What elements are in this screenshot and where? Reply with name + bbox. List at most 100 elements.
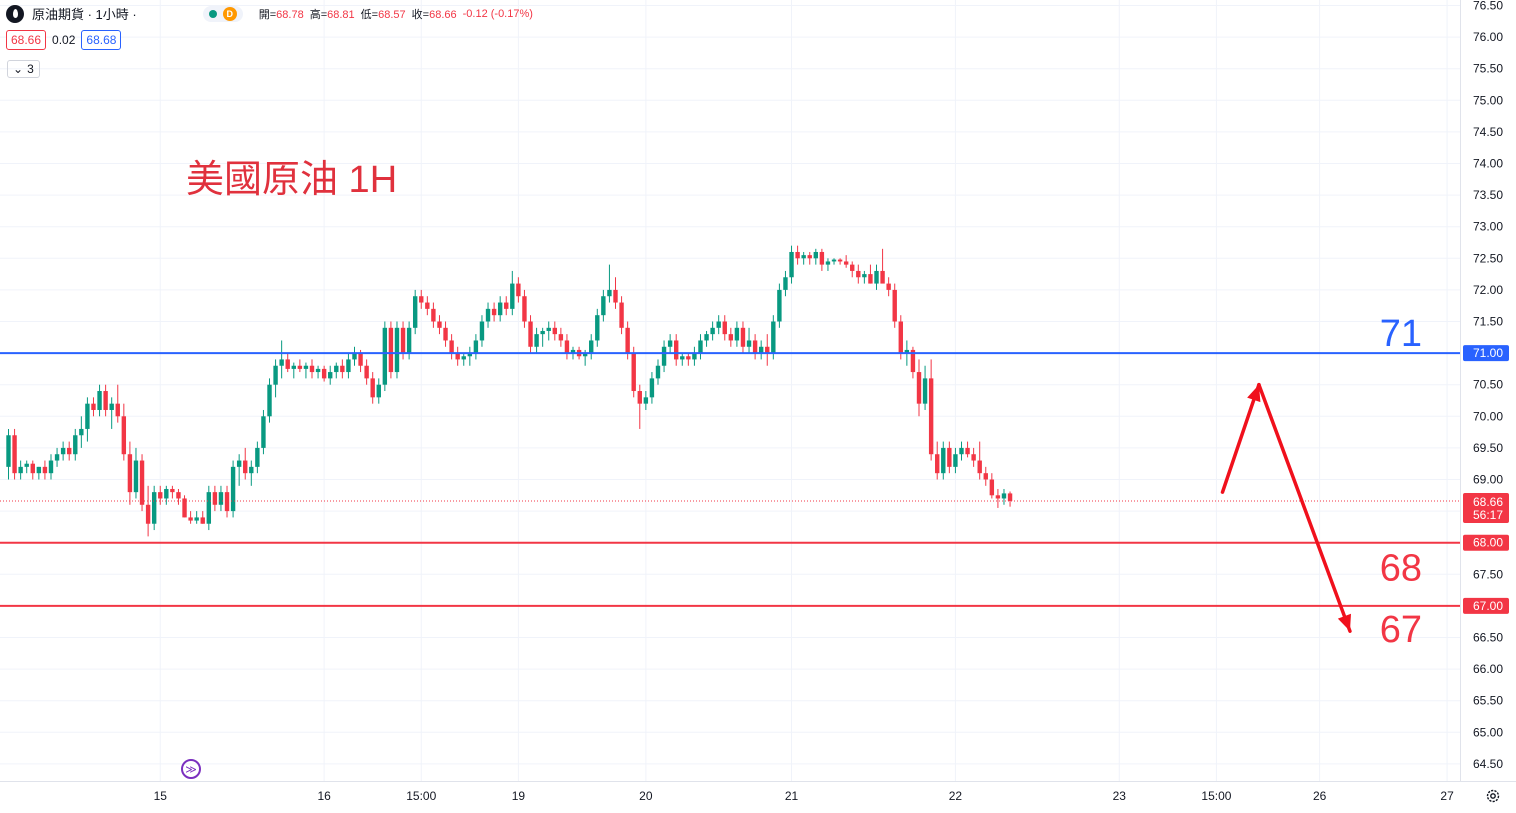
- candle-body: [200, 517, 205, 524]
- candle-body: [941, 447, 946, 474]
- market-status[interactable]: D: [202, 5, 243, 22]
- candle-body: [546, 327, 551, 331]
- candle-body: [400, 327, 406, 354]
- candle-body: [243, 460, 248, 474]
- price-tick-label: 70.00: [1473, 409, 1503, 423]
- projection-arrows: [1220, 382, 1352, 633]
- candle-body: [807, 255, 812, 259]
- last-price-badge[interactable]: [1463, 492, 1509, 523]
- candle-body: [479, 321, 485, 341]
- candle-body: [552, 327, 557, 335]
- candle-body: [777, 289, 782, 322]
- candle-body: [42, 466, 48, 474]
- candle-body: [218, 492, 224, 505]
- support-price-label: 67.00: [1473, 599, 1503, 613]
- support-note-label[interactable]: 68: [1380, 548, 1422, 590]
- symbol-title[interactable]: 原油期貨 · 1小時 ·: [32, 7, 137, 22]
- candle-body: [382, 327, 388, 385]
- candle-body: [752, 340, 758, 354]
- candle-body: [73, 435, 78, 455]
- candle-body: [18, 466, 23, 474]
- candle-body: [862, 274, 867, 278]
- candle-body: [825, 261, 831, 265]
- resistance-note-label[interactable]: 71: [1380, 313, 1422, 355]
- chevron-down-icon: ⌄: [13, 62, 24, 76]
- candle-body: [115, 403, 120, 417]
- candle-body: [613, 289, 618, 303]
- candle-body: [1001, 493, 1007, 499]
- candle-body: [892, 289, 897, 322]
- projection-up-arrow-shaft[interactable]: [1220, 382, 1261, 494]
- support-price-badge: [1463, 534, 1509, 551]
- support-note-label[interactable]: 67: [1380, 609, 1422, 651]
- price-axis[interactable]: 64.50 65.00 65.50 66.00 66.50 67.00 67.50 68.00…: [1460, 0, 1510, 781]
- time-tick-label: 15:00: [406, 789, 436, 803]
- price-tick-label: 70.50: [1473, 378, 1503, 392]
- candle-body: [291, 365, 296, 369]
- price-tick-label: 67.50: [1473, 567, 1503, 581]
- candle-body: [582, 353, 588, 357]
- indicators-toggle-button[interactable]: ⌄ 3: [7, 60, 40, 78]
- candle-body: [686, 356, 691, 360]
- candle-body: [303, 365, 309, 369]
- candle-body: [121, 416, 127, 455]
- candle-body: [455, 353, 460, 360]
- candle-body: [449, 340, 454, 354]
- resistance-price-badge: [1463, 345, 1509, 362]
- candle-body: [334, 365, 339, 373]
- candle-body: [801, 255, 806, 259]
- candle-body: [461, 356, 466, 360]
- candle-body: [989, 479, 995, 496]
- candle-body: [710, 327, 715, 335]
- candle-body: [667, 340, 673, 347]
- candle-body: [928, 378, 934, 455]
- indicator-count: 3: [27, 62, 34, 76]
- horizontal-levels: 71 68 67: [0, 313, 1460, 651]
- candle-body: [145, 504, 151, 524]
- price-tick-label: 66.00: [1473, 662, 1503, 676]
- price-tick-label: 71.50: [1473, 315, 1503, 329]
- candle-body: [176, 492, 181, 499]
- ohlc-high: 高=68.81: [309, 8, 355, 21]
- candle-body: [722, 321, 727, 335]
- projection-down-arrow-shaft[interactable]: [1257, 382, 1352, 633]
- candle-body: [959, 447, 964, 455]
- candle-body: [728, 334, 734, 341]
- time-axis[interactable]: 15 16 15:00 19 20 21 22 23 15:00 26 27: [0, 781, 1516, 804]
- price-tick-label: 76.00: [1473, 30, 1503, 44]
- gear-icon[interactable]: [1485, 788, 1501, 804]
- candle-body: [79, 428, 84, 436]
- candle-body: [394, 327, 400, 373]
- candle-body: [67, 447, 72, 455]
- buy-button[interactable]: 68.68: [81, 30, 122, 50]
- sell-button[interactable]: 68.66: [6, 30, 47, 50]
- chart-title-annotation[interactable]: 美國原油 1H: [186, 159, 398, 201]
- projection-down-arrow-head: [1337, 613, 1351, 632]
- price-tick-label: 73.00: [1473, 220, 1503, 234]
- candle-body: [795, 251, 800, 259]
- time-tick-label: 21: [785, 789, 799, 803]
- price-tick-label: 76.50: [1473, 0, 1503, 13]
- candle-body: [473, 340, 479, 354]
- candle-body: [206, 492, 212, 524]
- candle-body: [837, 259, 843, 262]
- candle-body: [370, 378, 375, 398]
- candle-body: [601, 296, 606, 316]
- last-price-label: 68.66: [1473, 495, 1503, 509]
- candle-body: [868, 274, 873, 284]
- candle-body: [589, 340, 594, 354]
- candle-body: [36, 466, 42, 474]
- candle-body: [856, 270, 861, 278]
- ohlc-change: -0.12 (-0.17%): [462, 7, 533, 20]
- candle-body: [625, 327, 630, 354]
- candle-body: [358, 353, 363, 366]
- candle-body: [765, 346, 770, 354]
- candle-body: [406, 327, 412, 354]
- candle-body: [680, 356, 685, 360]
- go-to-realtime-icon[interactable]: ≫: [181, 759, 201, 779]
- candle-body: [212, 492, 218, 505]
- candle-body: [443, 327, 448, 341]
- support-price-badge: [1463, 597, 1509, 614]
- candle-body: [91, 403, 96, 410]
